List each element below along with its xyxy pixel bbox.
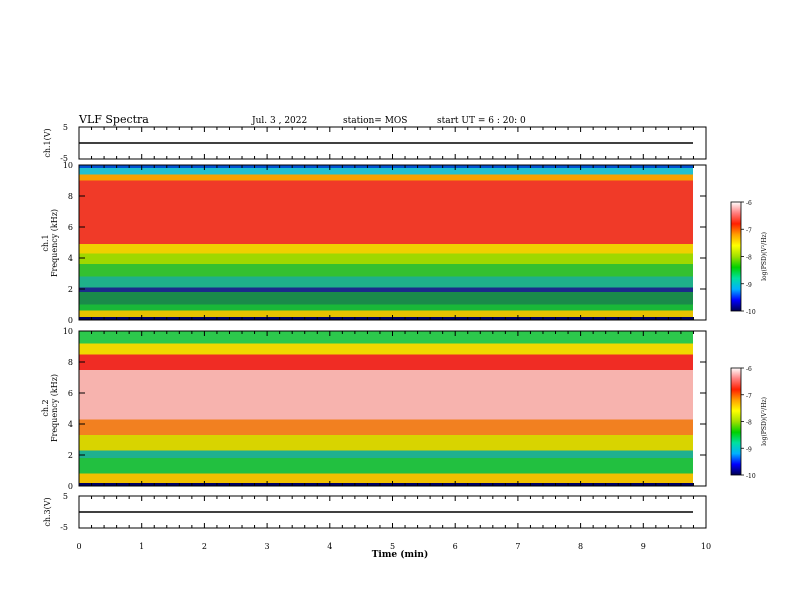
ch2-spectrogram-panel: ch.2 Frequency (kHz) 0 2 4 6 8 10 — [41, 327, 707, 491]
time-axis-tick-label: 7 — [515, 542, 520, 551]
ch1-colorbar-tick-label: -9 — [746, 282, 752, 289]
ch2-spectrogram-ylabel-frequency: Frequency (kHz) — [50, 374, 59, 442]
time-axis-tick-label: 0 — [76, 542, 81, 551]
ch1-spectrogram-panel: ch.1 Frequency (kHz) 0 2 4 6 8 10 — [41, 161, 707, 325]
time-axis-tick-label: 5 — [390, 542, 395, 551]
ch1-spectrogram-ytick-label: 10 — [63, 161, 73, 170]
ch2-colorbar-tick-label: -10 — [746, 473, 756, 480]
ch2-colorbar-tick-label: -6 — [746, 366, 752, 373]
ch1-spectrogram-ytick-label: 8 — [68, 192, 73, 201]
ch1-waveform-ylabel: ch.1(V) — [43, 128, 52, 157]
ch1-waveform-panel: 5 -5 ch.1(V) — [43, 123, 707, 163]
station-label: station= MOS — [343, 116, 407, 126]
ch2-spectrogram-ytick-label: 2 — [68, 451, 73, 460]
ch2-colorbar-tick-label: -9 — [746, 446, 752, 453]
ch2-spectrogram-ytick-label: 8 — [68, 358, 73, 367]
ch1-colorbar: -6 -7 -8 -9 -10 log(PSD)(V²/Hz) — [730, 200, 768, 316]
ch1-spectrogram-ytick-label: 4 — [68, 254, 73, 263]
ch3-waveform-panel: 5 -5 ch.3(V) — [43, 492, 707, 532]
start-time-label: start UT = 6 : 20: 0 — [437, 116, 526, 126]
time-axis-tick-label: 10 — [701, 542, 711, 551]
ch3-waveform-ylabel: ch.3(V) — [43, 497, 52, 526]
time-axis-tick-label: 8 — [578, 542, 583, 551]
ch2-spectrogram-ytick-label: 6 — [68, 389, 73, 398]
ch2-spectrogram-ytick-label: 4 — [68, 420, 73, 429]
ch1-colorbar-tick-label: -8 — [746, 255, 752, 262]
ch1-colorbar-tick-label: -6 — [746, 200, 752, 207]
ch1-waveform-ytick-bottom: -5 — [60, 154, 68, 163]
time-axis: 0 1 2 3 4 5 6 7 8 9 10 — [76, 127, 711, 551]
ch2-spectrogram-ytick-label: 10 — [63, 327, 73, 336]
ch2-spectrogram-ytick-label: 0 — [68, 482, 73, 491]
ch3-waveform-ytick-bottom: -5 — [60, 523, 68, 532]
time-axis-label: Time (min) — [372, 549, 429, 560]
ch2-colorbar: -6 -7 -8 -9 -10 log(PSD)(V²/Hz) — [730, 366, 768, 480]
time-axis-tick-label: 6 — [453, 542, 458, 551]
time-axis-tick-label: 4 — [327, 542, 332, 551]
ch1-spectrogram-ylabel-frequency: Frequency (kHz) — [50, 209, 59, 277]
ch1-spectrogram-yticks: 0 2 4 6 8 10 — [63, 161, 706, 325]
ch2-spectrogram-image — [79, 331, 693, 486]
ch2-spectrogram-ylabel-channel: ch.2 — [41, 399, 50, 416]
ch2-colorbar-tick-label: -7 — [746, 393, 752, 400]
ch1-waveform-ytick-top: 5 — [63, 123, 68, 132]
ch1-spectrogram-ytick-label: 2 — [68, 285, 73, 294]
ch3-waveform-ytick-top: 5 — [63, 492, 68, 501]
ch1-colorbar-tick-label: -10 — [746, 309, 756, 316]
time-axis-tick-label: 3 — [265, 542, 270, 551]
ch1-spectrogram-ytick-label: 0 — [68, 316, 73, 325]
ch2-colorbar-label: log(PSD)(V²/Hz) — [761, 397, 768, 446]
ch2-colorbar-tick-label: -8 — [746, 420, 752, 427]
ch1-spectrogram-ylabel-channel: ch.1 — [41, 234, 50, 251]
ch1-spectrogram-image — [79, 165, 693, 320]
ch2-colorbar-scale — [730, 367, 742, 476]
date-label: Jul. 3 , 2022 — [251, 116, 307, 126]
ch2-spectrogram-yticks: 0 2 4 6 8 10 — [63, 327, 706, 491]
time-axis-tick-label: 1 — [139, 542, 144, 551]
ch1-spectrogram-ytick-label: 6 — [68, 223, 73, 232]
time-axis-tick-label: 2 — [202, 542, 207, 551]
ch1-colorbar-scale — [730, 201, 742, 312]
ch1-colorbar-label: log(PSD)(V²/Hz) — [761, 232, 768, 281]
time-axis-tick-label: 9 — [641, 542, 646, 551]
ch1-colorbar-tick-label: -7 — [746, 227, 752, 234]
figure-title: VLF Spectra — [78, 113, 149, 126]
